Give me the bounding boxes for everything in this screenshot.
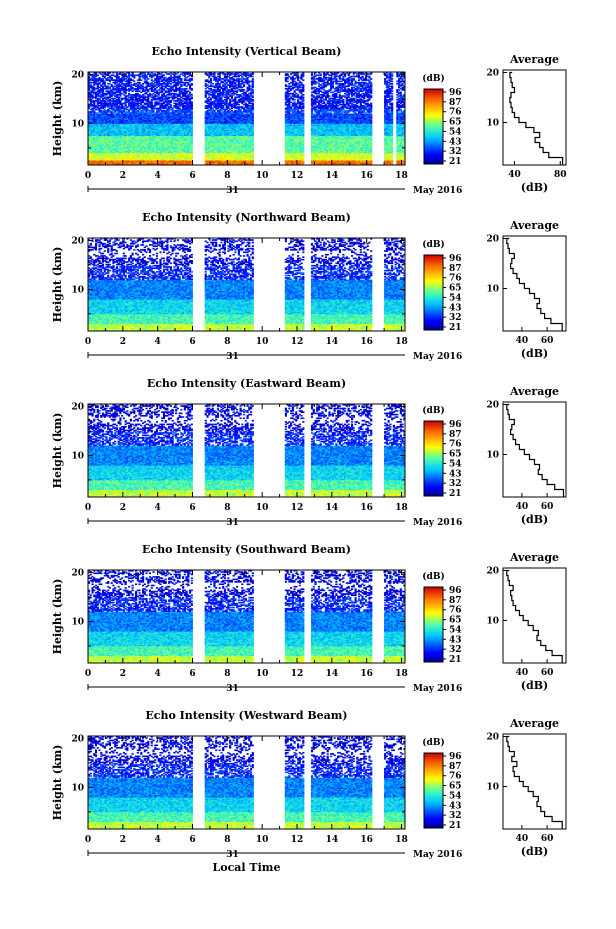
panel-title: Echo Intensity (Vertical Beam): [151, 45, 341, 58]
echo-panel: Echo Intensity (Vertical Beam)0 2 4 6 8 10 12 1…: [51, 45, 567, 196]
echo-cell: [97, 74, 99, 76]
echo-intensity-figure: Echo Intensity (Vertical Beam)0 2 4 6 8 10 12 1…: [0, 0, 616, 929]
echo-heatmap: [88, 72, 405, 165]
